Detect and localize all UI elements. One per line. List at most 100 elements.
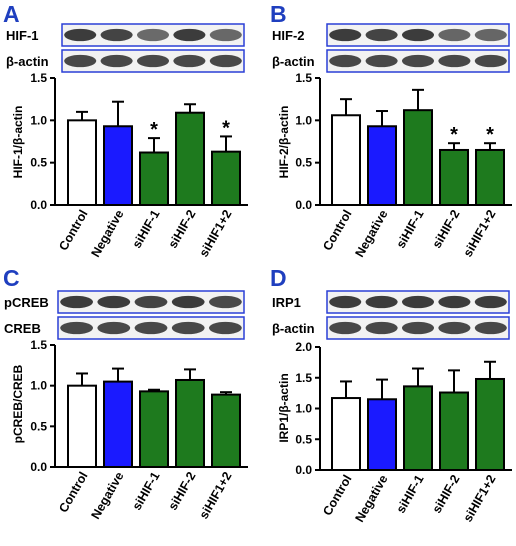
bar-sihif1+2 [475,148,505,206]
blot-band [401,295,435,309]
y-tick-label: 1.0 [295,402,312,416]
blot-band [97,321,131,335]
panel-d: D IRP1 β-actin 0.0 0.5 1.0 1.5 2.0 IRP1/β-actin C… [270,265,512,525]
x-tick-label: siHIF-2 [166,469,199,512]
blot-band [136,28,170,42]
bar-sihif-2 [175,378,205,468]
x-tick-label: siHIF1+2 [197,207,235,259]
x-tick-label: siHIF-2 [166,207,199,250]
blot-band [365,28,398,42]
blot-strip [326,316,510,340]
y-tick-label: 0.0 [30,198,47,212]
bar-sihif-1 [139,151,169,206]
blot-band [329,54,362,68]
blot-band [134,295,168,309]
blot-band [100,28,133,42]
blot-band [438,321,471,335]
x-tick-label: Negative [352,472,390,524]
blot-band [365,321,398,335]
x-tick-label: Control [320,473,354,518]
bar-sihif1+2 [211,393,241,469]
x-tick-label: Negative [352,207,390,259]
x-tick-label: siHIF-2 [430,207,463,250]
blot-band [401,321,435,335]
blot-band [60,295,93,309]
blot-band [474,28,507,42]
blot-label: pCREB [4,295,49,310]
blot-band [401,54,435,68]
bar-sihif-2 [439,148,469,206]
y-tick-label: 0.5 [295,156,312,170]
blot-label: HIF-1 [6,28,39,43]
blot-band [438,295,471,309]
blot-label: HIF-2 [272,28,305,43]
y-tick-label: 1.0 [30,113,47,127]
blot-band [97,295,131,309]
bar-negative [367,125,397,206]
blot-band [329,295,362,309]
y-tick-label: 1.0 [295,113,312,127]
bar-negative [103,380,133,469]
x-tick-label: siHIF1+2 [461,207,499,259]
x-tick-label: Negative [88,207,126,259]
bar-sihif-1 [139,390,169,468]
x-tick-label: Control [56,470,90,515]
bar-control [331,114,361,206]
y-axis-title: IRP1/β-actin [277,373,291,442]
x-tick-label: siHIF-1 [394,472,427,515]
bar-sihif-1 [403,109,433,206]
x-tick-label: siHIF1+2 [197,469,235,521]
bar-sihif1+2 [475,377,505,472]
x-tick-label: siHIF-1 [394,207,427,250]
blot-band [365,295,398,309]
y-tick-label: 0.0 [30,460,47,474]
blot-band [209,54,242,68]
y-tick-label: 0.5 [30,419,47,433]
x-tick-label: siHIF-1 [130,207,163,250]
blot-band [60,321,93,335]
significance-marker: * [150,119,158,141]
blot-label: β-actin [272,54,315,69]
y-tick-label: 1.0 [30,379,47,393]
y-tick-label: 0.5 [30,156,47,170]
y-axis-title: pCREB/CREB [11,364,25,443]
blot-band [438,54,471,68]
blot-band [209,28,242,42]
blot-band [474,54,507,68]
x-tick-label: siHIF1+2 [461,472,499,524]
blot-band [64,54,97,68]
blot-band [209,321,242,335]
panel-letter: D [270,265,287,291]
blot-band [474,295,507,309]
significance-marker: * [450,124,458,146]
bar-control [67,119,97,206]
blot-band [173,54,206,68]
panel-letter: B [270,1,287,27]
y-tick-label: 1.5 [295,71,312,85]
blot-band [329,321,362,335]
bar-sihif-1 [403,385,433,471]
significance-marker: * [222,117,230,139]
bar-sihif-2 [439,391,469,472]
blot-strip [326,49,510,73]
y-tick-label: 0.5 [295,432,312,446]
x-tick-label: siHIF-2 [430,472,463,515]
blot-band [64,28,97,42]
blot-band [438,28,471,42]
y-tick-label: 1.5 [295,371,312,385]
bar-negative [103,125,133,206]
blot-band [329,28,362,42]
bar-negative [367,398,397,471]
panel-letter: C [3,265,20,291]
x-tick-label: Control [320,208,354,253]
blot-band [136,54,170,68]
y-axis-title: HIF-2/β-actin [277,106,291,179]
blot-band [134,321,168,335]
bar-sihif-2 [175,111,205,206]
blot-band [100,54,133,68]
y-tick-label: 2.0 [295,340,312,354]
